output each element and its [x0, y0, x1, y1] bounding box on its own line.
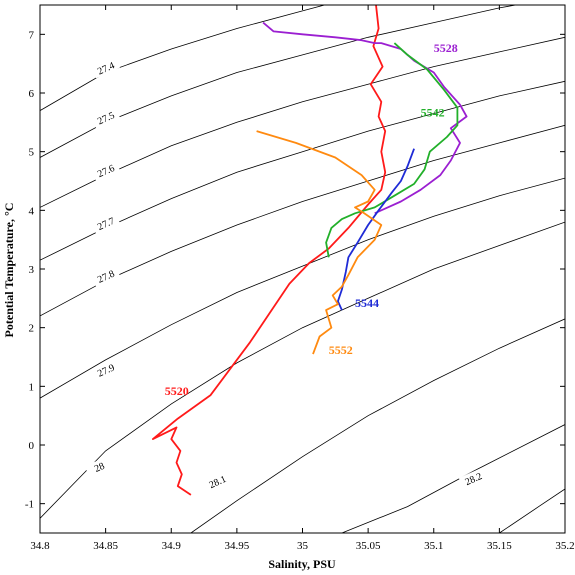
density-contour [40, 36, 565, 208]
profile-series [152, 5, 468, 496]
density-contours [40, 5, 565, 533]
density-contour [40, 80, 565, 261]
density-contour [40, 177, 565, 399]
y-tick-label: 2 [29, 323, 35, 335]
density-contour [40, 124, 565, 317]
profile-label-5528: 5528 [434, 41, 458, 55]
x-tick-label: 35.05 [356, 540, 381, 552]
contour-label-background [91, 56, 120, 79]
contour-label-background [202, 470, 232, 492]
x-axis-title: Salinity, PSU [268, 557, 336, 571]
profile-line-5542 [325, 42, 459, 258]
y-tick-label: 4 [29, 205, 35, 217]
density-contour [40, 5, 518, 158]
y-tick-label: -1 [25, 499, 34, 511]
density-contour [190, 318, 565, 533]
density-contour [40, 5, 327, 111]
x-tick-label: 35.2 [555, 540, 574, 552]
y-tick-label: 3 [29, 264, 35, 276]
x-axis: 34.8 34.85 34.9 34.95 35 35.05 35.1 35.15 35.2 [30, 5, 575, 552]
contour-label-background [91, 265, 120, 287]
contour-label-background [91, 358, 120, 381]
density-contour [499, 488, 565, 533]
contour-label: 28 [93, 461, 107, 475]
x-tick-label: 35 [297, 540, 309, 552]
contour-label-background [91, 106, 120, 129]
y-tick-label: 1 [29, 381, 35, 393]
x-tick-label: 35.15 [487, 540, 512, 552]
contour-label-background [91, 159, 120, 181]
density-contour [40, 221, 565, 519]
y-tick-label: 5 [29, 147, 35, 159]
x-tick-label: 34.85 [93, 540, 118, 552]
density-contour [341, 424, 565, 533]
x-tick-label: 34.9 [162, 540, 182, 552]
profile-label-5520: 5520 [165, 384, 189, 398]
profile-labels: 5520 5528 5542 5544 5552 [165, 41, 458, 398]
x-tick-label: 34.8 [30, 540, 50, 552]
y-axis: -1 0 1 2 3 4 5 6 7 [25, 29, 565, 511]
profile-line-5544 [337, 148, 415, 311]
contour-label-background [91, 212, 120, 234]
y-tick-label: 0 [29, 440, 35, 452]
contour-label-background [84, 455, 114, 478]
profile-label-5542: 5542 [421, 105, 445, 119]
profile-label-5552: 5552 [329, 343, 353, 357]
profile-line-5528 [262, 21, 468, 215]
profile-label-5544: 5544 [355, 296, 379, 310]
x-tick-label: 35.1 [424, 540, 443, 552]
x-tick-label: 34.95 [225, 540, 250, 552]
y-tick-label: 6 [29, 88, 35, 100]
y-tick-label: 7 [29, 29, 35, 41]
y-axis-title: Potential Temperature, °C [2, 203, 16, 338]
contour-label-background [458, 467, 488, 489]
profile-line-5520 [152, 5, 387, 496]
profile-line-5552 [256, 130, 383, 355]
